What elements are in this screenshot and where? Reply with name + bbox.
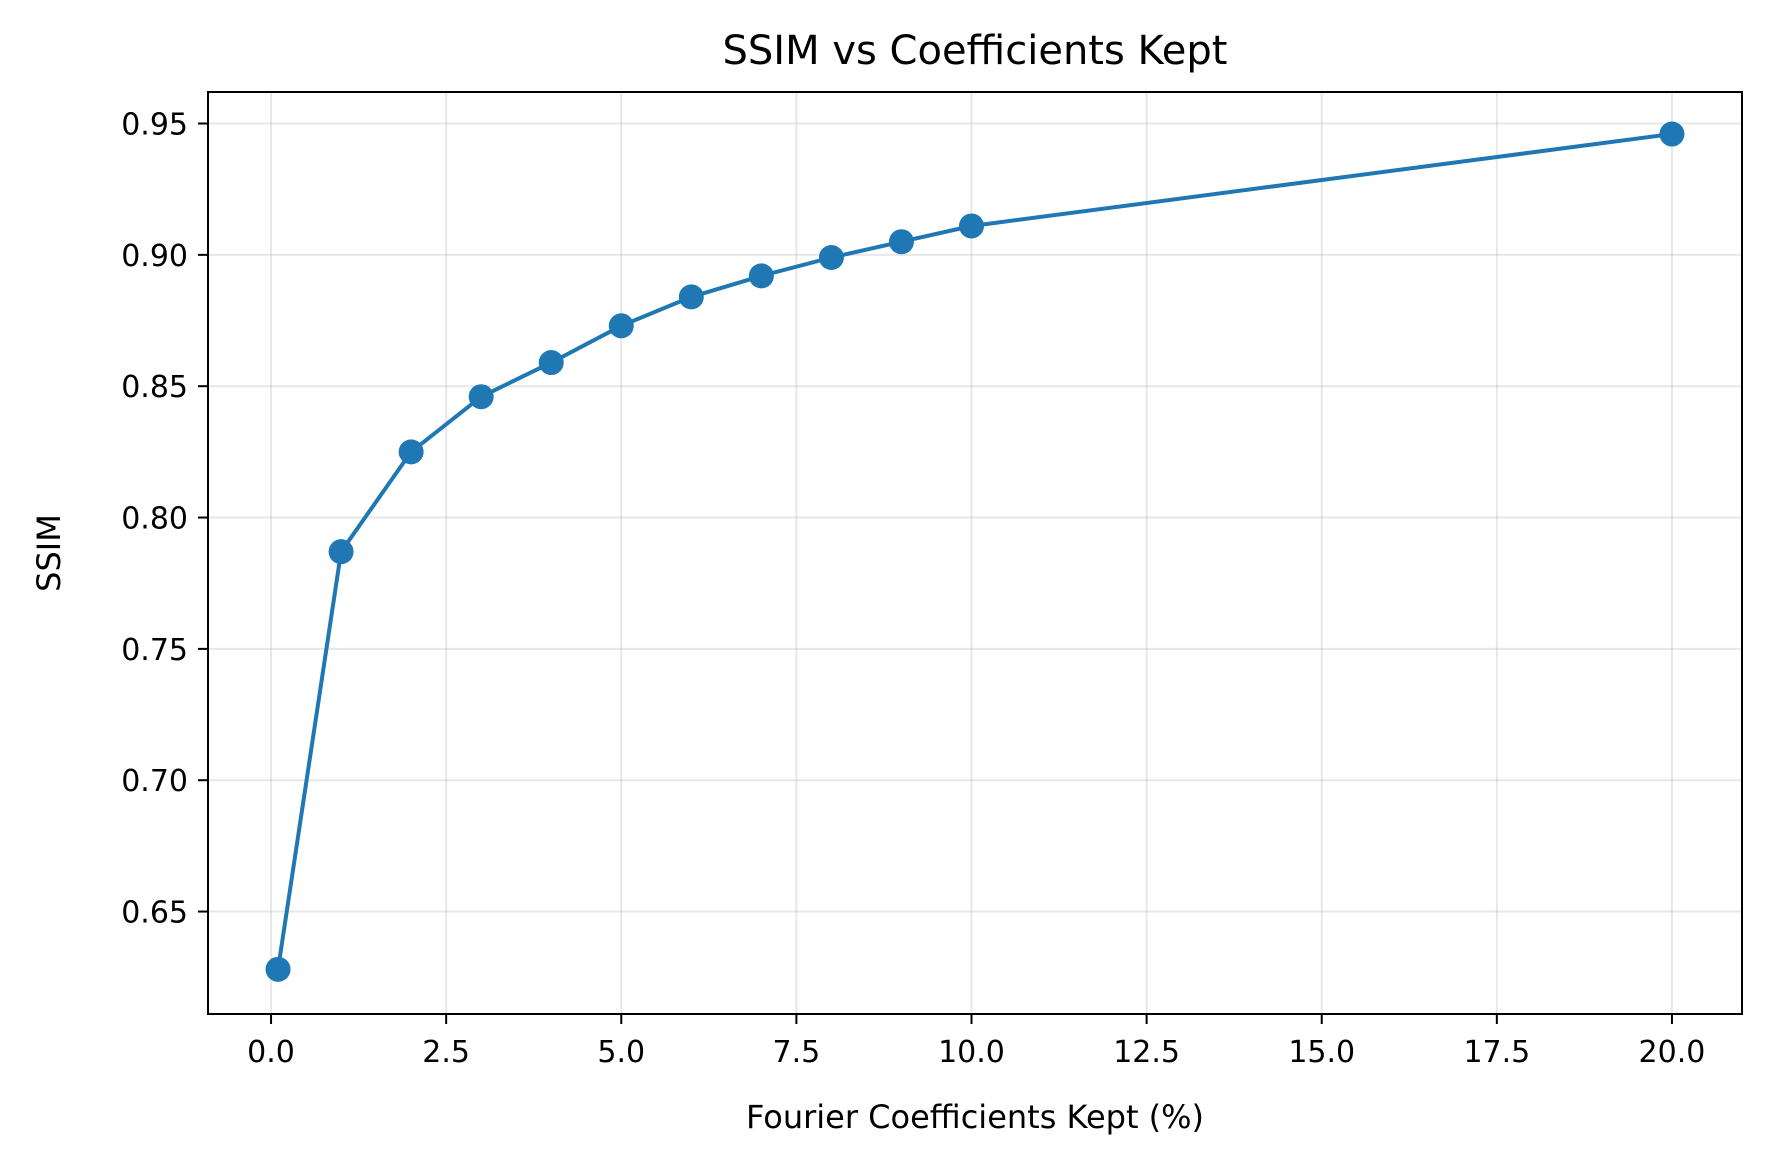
y-axis-label: SSIM — [30, 514, 68, 592]
series-layer — [265, 121, 1685, 982]
data-point — [398, 439, 424, 465]
x-tick-label: 5.0 — [597, 1035, 645, 1070]
data-point — [1659, 121, 1685, 147]
data-point — [748, 263, 774, 289]
x-tick-label: 7.5 — [773, 1035, 821, 1070]
y-tick-label: 0.75 — [121, 633, 188, 668]
grid-lines — [208, 92, 1742, 1014]
data-point — [958, 213, 984, 239]
x-tick-label: 0.0 — [247, 1035, 295, 1070]
x-axis-label: Fourier Coefficients Kept (%) — [746, 1098, 1204, 1136]
plot-frame — [207, 91, 1743, 1015]
x-tick-label: 17.5 — [1463, 1035, 1530, 1070]
x-tick-label: 2.5 — [422, 1035, 470, 1070]
y-tick-label: 0.95 — [121, 108, 188, 143]
chart-title: SSIM vs Coefficients Kept — [723, 28, 1228, 74]
series-line — [276, 132, 1673, 970]
x-tick-label: 10.0 — [938, 1035, 1005, 1070]
y-tick-label: 0.90 — [121, 239, 188, 274]
x-tick-label: 20.0 — [1639, 1035, 1706, 1070]
data-point — [265, 956, 291, 982]
data-point — [678, 284, 704, 310]
y-tick-label: 0.85 — [121, 370, 188, 405]
x-tick-label: 15.0 — [1288, 1035, 1355, 1070]
data-point — [328, 539, 354, 565]
data-point — [818, 244, 844, 270]
y-tick-label: 0.80 — [121, 502, 188, 537]
tick-layer: 0.0 2.5 5.0 7.5 10.0 12.5 15.0 17.5 20.0 0.65 0.70… — [121, 108, 1705, 1070]
data-point — [888, 229, 914, 255]
data-point — [608, 313, 634, 339]
data-point — [468, 384, 494, 410]
x-tick-label: 12.5 — [1113, 1035, 1180, 1070]
y-tick-label: 0.65 — [121, 896, 188, 931]
y-tick-label: 0.70 — [121, 764, 188, 799]
data-point — [538, 350, 564, 376]
